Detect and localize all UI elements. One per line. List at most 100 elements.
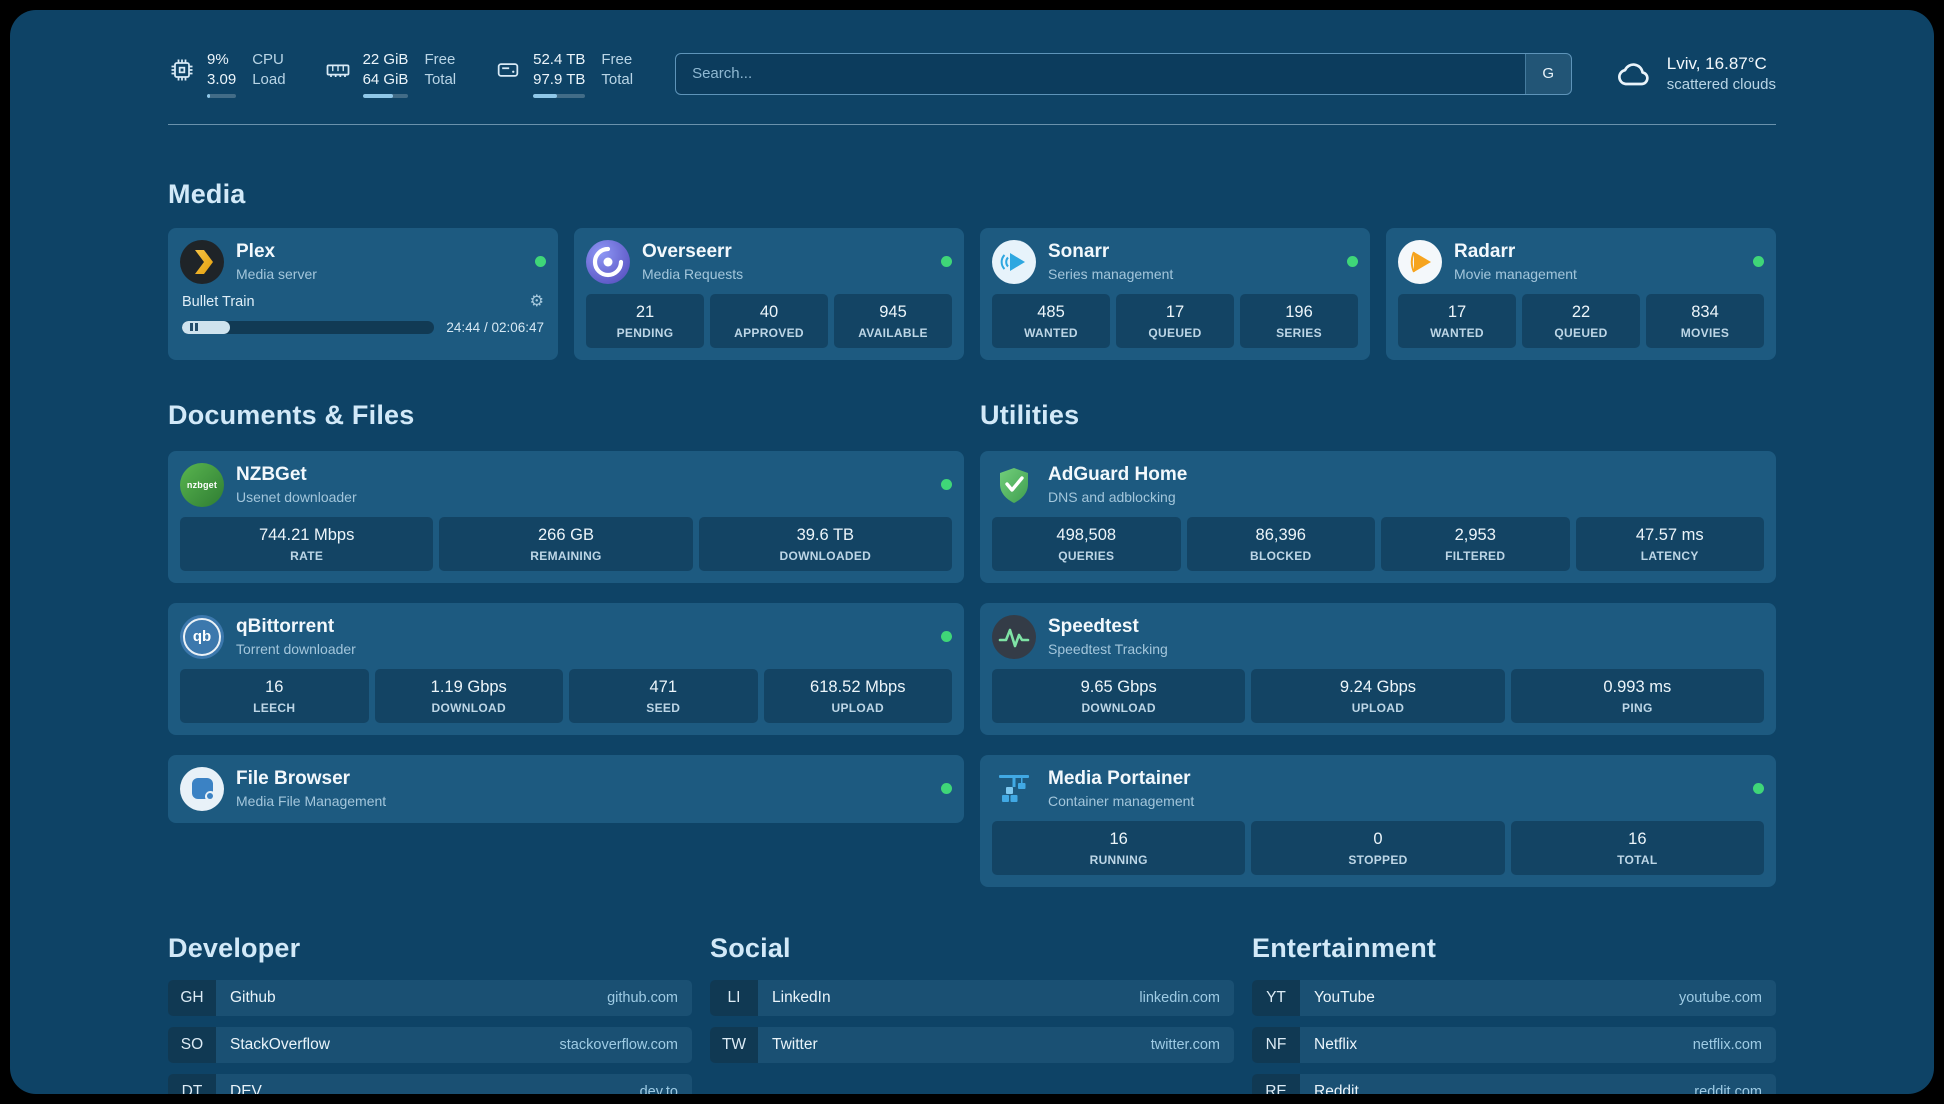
service-name: NZBGet [236,464,307,486]
stat-tile: 0 STOPPED [1251,820,1505,875]
stat-tile: 266 GB REMAINING [439,516,693,571]
pause-icon[interactable] [190,323,198,332]
radarr-card[interactable]: Radarr Movie management 17 WANTED 22 QUEUE… [1386,227,1776,360]
service-subtitle: Torrent downloader [236,641,356,658]
top-bar: 9% 3.09 CPU Load [168,50,1776,98]
disk-total: 97.9 TB [533,70,586,88]
nzbget-card[interactable]: nzbget NZBGet Usenet downloader 744.21 M… [168,450,964,583]
stat-tile: 40 APPROVED [710,293,828,348]
bookmark-abbr: YT [1252,979,1300,1016]
service-subtitle: Media File Management [236,793,387,810]
bookmark-abbr: TW [710,1026,758,1063]
cpu-usage: 9% [207,51,229,68]
bookmark-name: LinkedIn [772,988,831,1006]
disk-icon [494,56,522,84]
adguard-card[interactable]: AdGuard Home DNS and adblocking 498,508 Q… [980,450,1776,583]
playback-time: 24:44 / 02:06:47 [446,319,544,335]
sonarr-card[interactable]: Sonarr Series management 485 WANTED 17 QUE… [980,227,1370,360]
overseerr-icon [586,239,630,284]
bookmark-name: Github [230,988,276,1006]
bookmark-group-title: Entertainment [1252,932,1437,963]
section-title-media: Media [168,178,246,209]
service-name: File Browser [236,768,351,790]
cpu-label: CPU [252,51,284,68]
speedtest-card[interactable]: Speedtest Speedtest Tracking 9.65 Gbps DO… [980,602,1776,735]
service-name: AdGuard Home [1048,464,1188,486]
gear-icon[interactable]: ⚙ [529,292,544,310]
bookmark-youtube[interactable]: YT YouTube youtube.com [1252,979,1776,1016]
bookmark-name: YouTube [1314,988,1375,1006]
stat-tile: 17 WANTED [1398,293,1516,348]
bookmark-reddit[interactable]: RE Reddit reddit.com [1252,1073,1776,1094]
status-dot [1753,256,1764,268]
portainer-card[interactable]: Media Portainer Container management 16 R… [980,754,1776,887]
bookmark-stackoverflow[interactable]: SO StackOverflow stackoverflow.com [168,1026,692,1063]
memory-free-label: Free [424,51,456,68]
bookmark-group-entertainment: Entertainment YT YouTube youtube.com NF … [1252,933,1776,1094]
bookmark-netflix[interactable]: NF Netflix netflix.com [1252,1026,1776,1063]
nzbget-icon: nzbget [180,462,224,507]
bookmark-abbr: RE [1252,1073,1300,1094]
bookmark-github[interactable]: GH Github github.com [168,979,692,1016]
header-divider [168,123,1776,125]
bookmark-dev[interactable]: DT DEV dev.to [168,1073,692,1094]
bookmark-twitter[interactable]: TW Twitter twitter.com [710,1026,1234,1063]
service-name: qBittorrent [236,616,335,638]
cpu-load: 3.09 [207,70,237,88]
bookmark-name: Reddit [1314,1082,1359,1094]
qbittorrent-card[interactable]: qb qBittorrent Torrent downloader 16 LEEC… [168,602,964,735]
status-dot [941,256,952,268]
bookmark-linkedin[interactable]: LI LinkedIn linkedin.com [710,979,1234,1016]
stat-tile: 16 LEECH [180,668,369,723]
bookmark-group-social: Social LI LinkedIn linkedin.com TW Twitt… [710,933,1234,1094]
system-widgets: 9% 3.09 CPU Load [168,50,633,98]
cloud-icon [1614,54,1654,94]
stat-tile: 1.19 Gbps DOWNLOAD [374,668,563,723]
service-subtitle: Container management [1048,793,1195,810]
bookmark-url: stackoverflow.com [559,1036,678,1053]
playback-progress-bar[interactable] [182,320,435,334]
content: 9% 3.09 CPU Load [168,10,1776,1094]
utilities-column: Utilities AdGuard Home DNS and adblockin… [980,400,1776,887]
stat-tile: 0.993 ms PING [1510,668,1764,723]
filebrowser-card[interactable]: File Browser Media File Management [168,754,964,823]
disk-free: 52.4 TB [533,51,586,68]
section-title-utilities: Utilities [980,399,1080,430]
status-dot [941,631,952,643]
plex-icon [180,239,224,284]
filebrowser-icon [180,766,224,811]
bookmark-name: Netflix [1314,1035,1358,1053]
stat-tile: 2,953 FILTERED [1381,516,1570,571]
weather-condition: scattered clouds [1666,76,1776,94]
status-dot [535,256,546,268]
memory-widget: 22 GiB 64 GiB Free Total [324,50,456,98]
documents-column: Documents & Files nzbget NZBGet Usenet d… [168,400,964,887]
stat-tile: 196 SERIES [1240,293,1358,348]
service-subtitle: Usenet downloader [236,489,357,506]
disk-free-label: Free [601,51,633,68]
bookmark-abbr: NF [1252,1026,1300,1063]
service-subtitle: DNS and adblocking [1048,489,1176,506]
stat-tile: 834 MOVIES [1646,293,1764,348]
status-dot [941,479,952,491]
portainer-icon [992,767,1036,811]
search-provider-button[interactable]: G [1524,53,1571,94]
search-input[interactable] [676,53,1525,94]
radarr-icon [1398,239,1442,284]
service-name: Plex [236,241,276,263]
bookmark-url: reddit.com [1694,1083,1762,1094]
disk-total-label: Total [601,70,634,88]
section-title-documents: Documents & Files [168,399,415,430]
bookmark-url: netflix.com [1692,1036,1762,1053]
service-subtitle: Media server [236,266,317,283]
plex-card[interactable]: Plex Media server Bullet Train ⚙ [168,227,558,360]
bookmark-url: dev.to [639,1083,678,1094]
service-name: Overseerr [642,241,732,263]
memory-total: 64 GiB [362,70,409,88]
memory-icon [324,56,352,84]
service-subtitle: Series management [1048,266,1174,283]
overseerr-card[interactable]: Overseerr Media Requests 21 PENDING 40 APP… [574,227,964,360]
media-section: Media Plex Media server [168,179,1776,360]
stat-tile: 16 TOTAL [1510,820,1764,875]
service-subtitle: Media Requests [642,266,744,283]
